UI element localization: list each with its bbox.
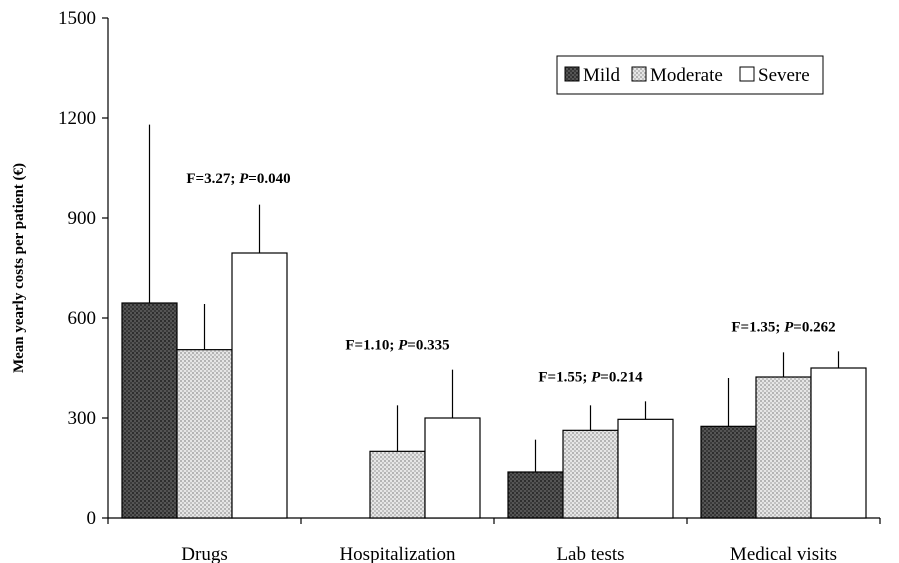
y-tick-label: 1200 (58, 108, 96, 129)
y-tick-label: 1500 (58, 8, 96, 29)
bar-moderate-hospitalization (369, 450, 426, 519)
x-axis: Drugs Hospitalization Lab tests Medical vis… (107, 517, 881, 563)
bar-severe-lab-tests (617, 418, 674, 519)
y-tick-label: 900 (68, 208, 97, 229)
test-statistic-annotation: F=1.35; P=0.262 (731, 319, 835, 335)
legend-swatch-mild (564, 66, 580, 82)
legend-label-mild: Mild (583, 65, 620, 86)
y-axis-label: Mean yearly costs per patient (€) (11, 163, 27, 373)
y-tick-label: 600 (68, 308, 97, 329)
bar-moderate-medical-visits (755, 376, 812, 519)
annotations-layer: F=3.27; P=0.040 F=1.10; P=0.335 F=1.55; P=… (186, 171, 835, 385)
legend-swatch-severe (739, 66, 755, 82)
bar-severe-medical-visits (810, 367, 867, 519)
x-tick-label: Hospitalization (339, 544, 456, 563)
legend-swatch-moderate (631, 66, 647, 82)
bars-layer (121, 252, 867, 519)
bar-severe-hospitalization (424, 417, 481, 519)
y-tick-label: 300 (68, 408, 97, 429)
x-tick-label: Drugs (181, 544, 227, 563)
bar-severe-drugs (231, 252, 288, 519)
legend: Mild Moderate Severe (556, 55, 824, 95)
bar-mild-medical-visits (700, 425, 757, 519)
legend-label-severe: Severe (758, 65, 810, 86)
y-axis: 0 300 600 900 1200 1500 (58, 8, 109, 529)
bar-mild-drugs (121, 302, 178, 519)
test-statistic-annotation: F=1.10; P=0.335 (345, 338, 449, 354)
legend-label-moderate: Moderate (650, 65, 723, 86)
x-tick-label: Medical visits (730, 544, 837, 563)
test-statistic-annotation: F=1.55; P=0.214 (538, 369, 643, 385)
error-bars-layer (148, 124, 840, 472)
bar-moderate-lab-tests (562, 429, 619, 519)
test-statistic-annotation: F=3.27; P=0.040 (186, 171, 290, 187)
y-tick-label: 0 (87, 508, 97, 529)
x-tick-label: Lab tests (556, 544, 624, 563)
bar-moderate-drugs (176, 349, 233, 519)
bar-mild-lab-tests (507, 471, 564, 519)
